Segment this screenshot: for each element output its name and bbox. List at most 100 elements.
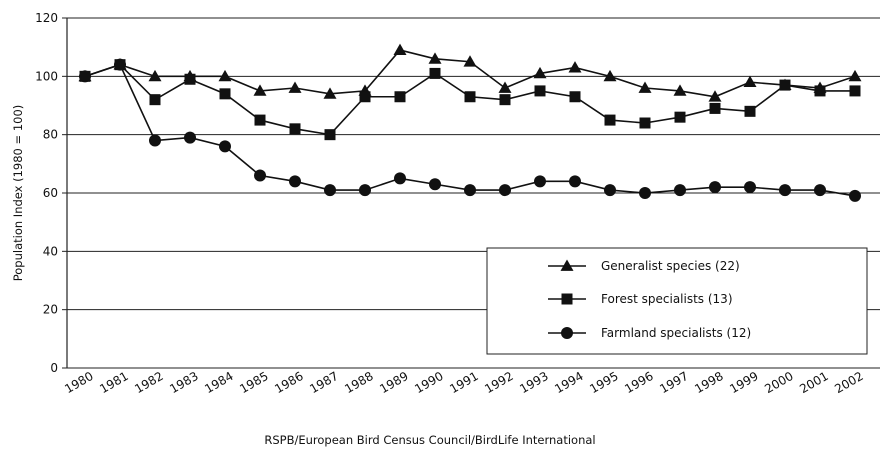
- legend-label-square: Forest specialists (13): [601, 292, 733, 306]
- point-square-1997: [674, 111, 686, 123]
- legend-marker-triangle: [560, 259, 574, 271]
- point-circle-1984: [219, 140, 231, 153]
- point-circle-1992: [499, 184, 511, 197]
- point-square-1989: [394, 91, 406, 103]
- point-square-1999: [744, 105, 756, 117]
- y-tick-label-80: 80: [43, 128, 58, 142]
- point-triangle-1995: [603, 69, 617, 82]
- point-square-1992: [499, 94, 511, 106]
- point-square-2001: [814, 85, 826, 97]
- x-tick-label-1980: 1980: [62, 369, 95, 396]
- point-circle-1990: [429, 178, 441, 191]
- point-square-1988: [359, 91, 371, 103]
- point-triangle-1987: [323, 87, 337, 99]
- x-tick-label-1990: 1990: [412, 369, 445, 396]
- point-circle-2002: [849, 189, 861, 202]
- x-tick-label-1987: 1987: [307, 369, 340, 396]
- point-triangle-1991: [463, 55, 477, 67]
- point-square-1986: [289, 123, 301, 135]
- point-square-1982: [149, 94, 161, 106]
- y-axis-label: Population Index (1980 = 100): [11, 105, 25, 282]
- point-circle-1993: [534, 175, 546, 188]
- x-tick-label-2001: 2001: [797, 369, 830, 396]
- x-tick-label-1996: 1996: [622, 369, 655, 396]
- point-circle-1994: [569, 175, 581, 188]
- legend: Generalist species (22) Forest specialist…: [486, 247, 868, 355]
- point-square-1983: [184, 73, 196, 85]
- y-tick-label-60: 60: [43, 186, 58, 200]
- legend-marker-square: [561, 293, 573, 305]
- y-tick-label-120: 120: [35, 11, 58, 25]
- x-tick-label-1983: 1983: [167, 369, 200, 396]
- x-tick-label-1991: 1991: [447, 369, 480, 396]
- x-tick-label-1982: 1982: [132, 369, 165, 396]
- legend-label-triangle: Generalist species (22): [601, 259, 740, 273]
- x-tick-label-1995: 1995: [587, 369, 620, 396]
- series-group: [78, 43, 862, 202]
- x-tick-label-1986: 1986: [272, 369, 305, 396]
- point-triangle-1989: [393, 43, 407, 55]
- x-tick-label-1997: 1997: [657, 369, 690, 396]
- point-triangle-1996: [638, 81, 652, 93]
- y-tick-label-20: 20: [43, 303, 58, 317]
- point-circle-1985: [254, 169, 266, 182]
- point-triangle-1998: [708, 90, 722, 102]
- x-tick-label-1998: 1998: [692, 369, 725, 396]
- point-square-1990: [429, 67, 441, 79]
- point-circle-1991: [464, 184, 476, 197]
- point-triangle-1992: [498, 81, 512, 93]
- x-tick-label-1999: 1999: [727, 369, 760, 396]
- point-square-2002: [849, 85, 861, 97]
- legend-marker-circle: [561, 327, 573, 339]
- point-triangle-1990: [428, 52, 442, 64]
- point-circle-1999: [744, 181, 756, 194]
- point-square-1994: [569, 91, 581, 103]
- point-triangle-1982: [148, 69, 162, 82]
- point-circle-1982: [149, 134, 161, 147]
- point-circle-1995: [604, 184, 616, 197]
- point-circle-1986: [289, 175, 301, 188]
- point-square-1991: [464, 91, 476, 103]
- point-square-1987: [324, 129, 336, 141]
- point-circle-1996: [639, 187, 651, 199]
- point-square-1995: [604, 114, 616, 126]
- x-tick-label-1992: 1992: [482, 369, 515, 396]
- point-triangle-2002: [848, 69, 862, 82]
- point-circle-1987: [324, 184, 336, 197]
- point-triangle-1984: [218, 69, 232, 82]
- y-tick-label-0: 0: [50, 361, 58, 375]
- x-tick-label-1989: 1989: [377, 369, 410, 396]
- point-circle-1980: [79, 70, 91, 83]
- y-tick-label-100: 100: [35, 69, 58, 83]
- x-tick-label-2000: 2000: [762, 369, 795, 396]
- point-circle-2001: [814, 184, 826, 197]
- point-square-1985: [254, 114, 266, 126]
- point-circle-1989: [394, 172, 406, 185]
- point-square-1996: [639, 117, 651, 129]
- point-circle-2000: [779, 184, 791, 197]
- point-circle-1998: [709, 181, 721, 194]
- x-tick-label-1994: 1994: [552, 369, 585, 396]
- source-caption: RSPB/European Bird Census Council/BirdLi…: [264, 433, 595, 447]
- point-square-2000: [779, 79, 791, 91]
- point-triangle-1993: [533, 66, 547, 79]
- legend-label-circle: Farmland specialists (12): [601, 326, 751, 340]
- x-tick-label-1985: 1985: [237, 369, 270, 396]
- point-square-1993: [534, 85, 546, 97]
- point-square-1998: [709, 102, 721, 114]
- y-tick-label-40: 40: [43, 244, 58, 258]
- x-tick-label-1993: 1993: [517, 369, 550, 396]
- x-tick-label-2002: 2002: [832, 369, 865, 396]
- point-triangle-1986: [288, 81, 302, 93]
- point-circle-1988: [359, 184, 371, 197]
- x-tick-label-1981: 1981: [97, 369, 130, 396]
- point-square-1984: [219, 88, 231, 100]
- point-triangle-1997: [673, 84, 687, 96]
- x-tick-label-1988: 1988: [342, 369, 375, 396]
- point-triangle-1985: [253, 84, 267, 96]
- x-tick-label-1984: 1984: [202, 369, 235, 396]
- point-triangle-1999: [743, 75, 757, 88]
- point-circle-1983: [184, 131, 196, 144]
- point-circle-1981: [114, 58, 126, 71]
